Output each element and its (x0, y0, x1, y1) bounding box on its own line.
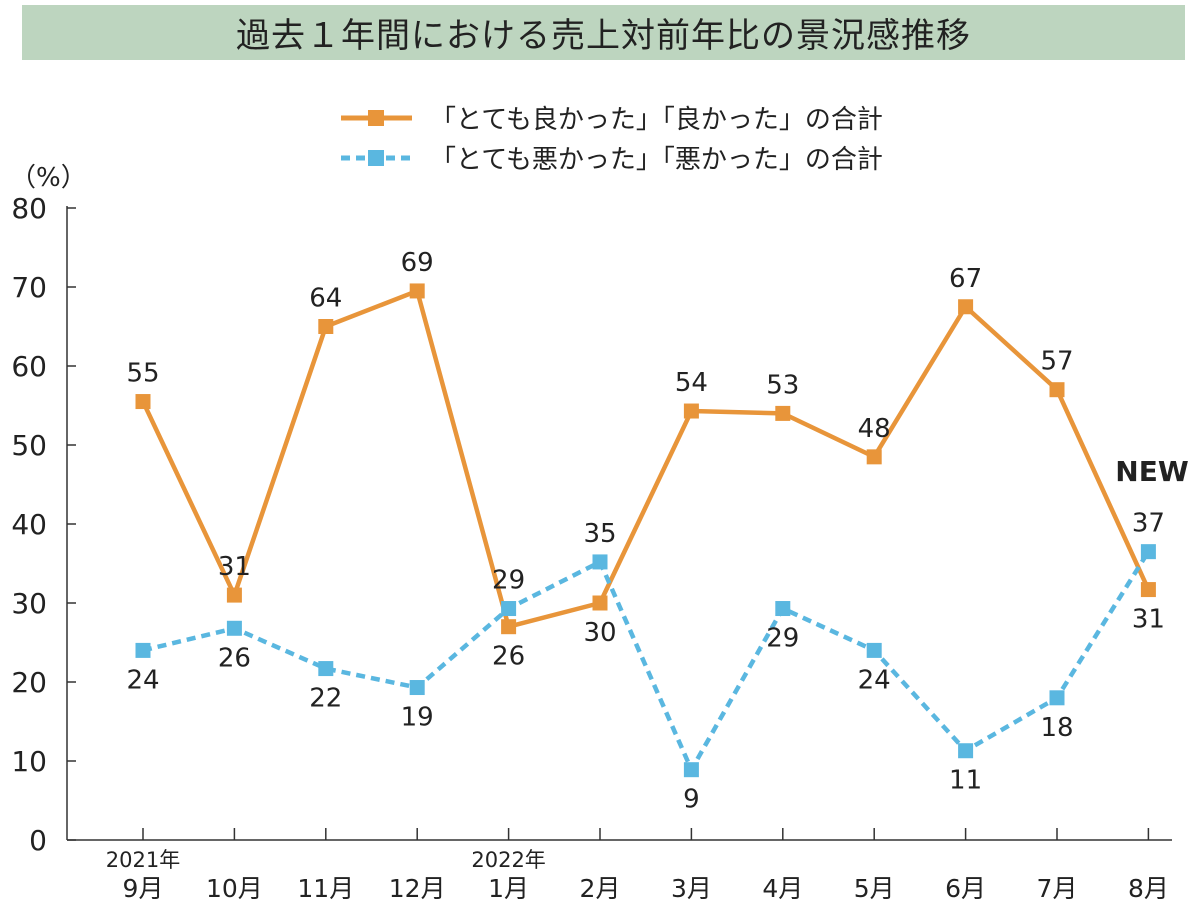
series-2-marker (226, 620, 242, 636)
y-tick-label: 60 (11, 350, 47, 383)
x-tick-label: 3月 (671, 874, 712, 903)
series-1-data-label: 64 (309, 284, 342, 314)
series-1-marker (683, 403, 699, 419)
legend-marker-1 (368, 110, 384, 126)
x-year-label: 2021年 (106, 848, 180, 872)
series-2-data-label: 19 (401, 703, 434, 733)
series-2-marker (866, 642, 882, 658)
series-2-marker (1049, 690, 1065, 706)
series-1-marker (135, 394, 151, 410)
series-1-marker (1140, 582, 1156, 598)
x-tick-label: 4月 (762, 874, 803, 903)
series-2-marker (318, 661, 334, 677)
series-1-data-label: 69 (401, 248, 434, 278)
x-tick-label: 2月 (580, 874, 621, 903)
series-1-data-label: 54 (675, 368, 708, 398)
series-1-data-label: 26 (492, 642, 525, 672)
series-2-data-label: 9 (683, 785, 700, 815)
series-2-data-label: 22 (309, 684, 342, 714)
series-1-marker (409, 283, 425, 299)
y-tick-label: 50 (11, 429, 47, 462)
x-tick-label: 7月 (1037, 874, 1078, 903)
x-tick-label: 6月 (945, 874, 986, 903)
series-1-data-label: 30 (583, 618, 616, 648)
x-tick-label: 11月 (297, 874, 354, 903)
y-tick-label: 0 (29, 824, 47, 857)
x-tick-label: 12月 (389, 874, 446, 903)
series-2-data-label: 37 (1132, 509, 1165, 539)
series-1-marker (226, 587, 242, 603)
series-2-marker (958, 743, 974, 759)
series-2-data-label: 35 (583, 519, 616, 549)
x-tick-label: 8月 (1128, 874, 1169, 903)
x-tick-label: 5月 (854, 874, 895, 903)
series-line-1 (140, 288, 1151, 629)
series-1-marker (501, 619, 517, 635)
series-2-marker (501, 601, 517, 617)
legend-label-1: 「とても良かった」「良かった」の合計 (430, 105, 883, 135)
series-1-marker (775, 405, 791, 421)
y-tick-label: 30 (11, 587, 47, 620)
series-1-marker (592, 595, 608, 611)
series-2-marker (775, 601, 791, 617)
series-2-data-label: 29 (766, 624, 799, 654)
y-tick-label: 80 (11, 192, 47, 225)
legend-marker-2 (368, 150, 384, 166)
series-1-data-label: 48 (858, 414, 891, 444)
series-2-data-label: 11 (949, 766, 982, 796)
series-line-2 (142, 550, 1151, 772)
new-annotation: NEW (1115, 455, 1189, 488)
series-2-marker (592, 554, 608, 570)
y-tick-label: 20 (11, 666, 47, 699)
legend-label-2: 「とても悪かった」「悪かった」の合計 (430, 145, 883, 175)
series-1-data-label: 57 (1040, 347, 1073, 377)
series-2-data-label: 24 (858, 665, 891, 695)
series-2-data-label: 26 (218, 643, 251, 673)
series-2-marker (1140, 544, 1156, 560)
chart-title-bar: 過去１年間における売上対前年比の景況感推移 (22, 5, 1185, 60)
series-2-data-label: 29 (492, 566, 525, 596)
x-tick-label: 10月 (206, 874, 263, 903)
chart-title: 過去１年間における売上対前年比の景況感推移 (236, 16, 971, 56)
series-1-data-label: 53 (766, 370, 799, 400)
series-2-data-label: 18 (1040, 713, 1073, 743)
series-2-marker (409, 680, 425, 696)
series-1-data-label: 31 (218, 552, 251, 582)
y-tick-label: 70 (11, 271, 47, 304)
series-2-marker (683, 762, 699, 778)
y-tick-label: 10 (11, 745, 47, 778)
x-year-label: 2022年 (471, 848, 545, 872)
series-1-marker (958, 299, 974, 315)
x-tick-label: 9月 (123, 874, 164, 903)
series-1-marker (1049, 382, 1065, 398)
series-1-data-label: 55 (126, 359, 159, 389)
series-1-data-label: 67 (949, 264, 982, 294)
series-1-marker (318, 319, 334, 334)
series-1-marker (866, 449, 882, 465)
series-1-data-label: 31 (1132, 605, 1165, 635)
y-tick-label: 40 (11, 508, 47, 541)
series-2-marker (135, 642, 151, 658)
y-axis-unit-label: （%） (10, 163, 87, 193)
x-tick-label: 1月 (488, 874, 529, 903)
series-2-data-label: 24 (126, 665, 159, 695)
